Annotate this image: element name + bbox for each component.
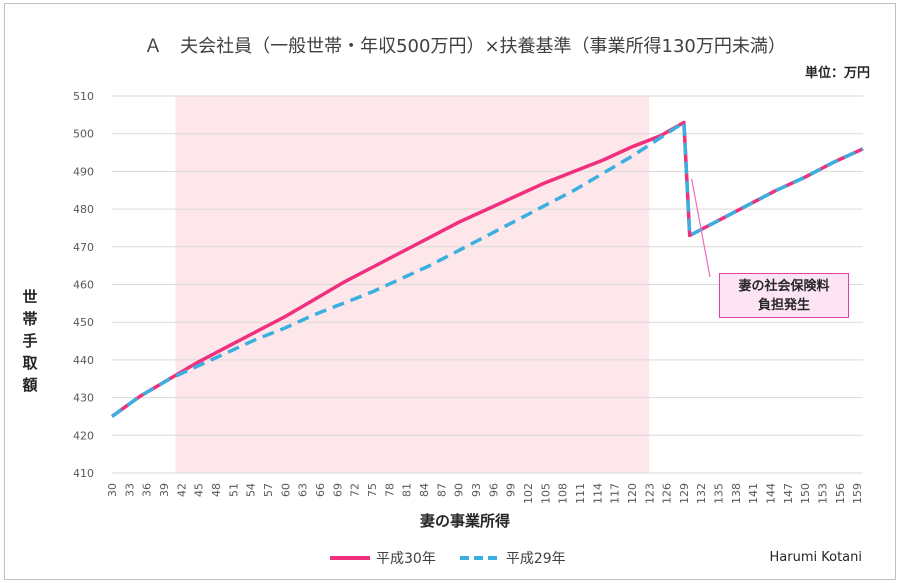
x-tick-label: 129 xyxy=(678,483,691,504)
legend-swatch-h30 xyxy=(330,556,370,560)
x-tick-label: 132 xyxy=(695,483,708,504)
x-tick-label: 156 xyxy=(834,483,847,504)
x-tick-label: 42 xyxy=(175,483,188,497)
x-tick-label: 36 xyxy=(141,483,154,497)
x-tick-label: 78 xyxy=(383,483,396,497)
x-tick-label: 87 xyxy=(435,483,448,497)
y-axis-label-char: 帯 xyxy=(22,310,38,328)
legend-item-h29: 平成29年 xyxy=(459,548,566,568)
x-tick-label: 66 xyxy=(314,483,327,497)
series-line-h29 xyxy=(110,120,864,418)
y-axis-label: 世帯手取額 xyxy=(19,286,41,396)
y-tick-label: 510 xyxy=(73,90,94,103)
x-tick-label: 150 xyxy=(799,483,812,504)
x-tick-label: 126 xyxy=(661,483,674,504)
series-lines xyxy=(110,120,864,418)
y-tick-labels: 410 420 430 440 450 460 470 480 490 500 510 xyxy=(73,90,94,480)
legend-item-h30: 平成30年 xyxy=(330,548,436,568)
y-tick-label: 490 xyxy=(73,165,94,178)
annotation-text-line1: 妻の社会保険料 xyxy=(738,279,830,294)
legend-label-h29: 平成29年 xyxy=(505,551,566,567)
chart-title: Ａ 夫会社員（一般世帯・年収500万円）×扶養基準（事業所得130万円未満） xyxy=(144,36,786,57)
x-tick-label: 138 xyxy=(730,483,743,504)
x-tick-label: 96 xyxy=(487,483,500,497)
annotation-text-line2: 負担発生 xyxy=(757,298,810,313)
y-tick-label: 440 xyxy=(73,354,94,367)
x-tick-label: 120 xyxy=(626,483,639,504)
x-tick-label: 54 xyxy=(245,483,258,497)
x-tick-label: 84 xyxy=(418,483,431,497)
x-tick-label: 39 xyxy=(158,483,171,497)
x-tick-label: 141 xyxy=(747,483,760,504)
x-tick-label: 102 xyxy=(522,483,535,504)
legend: 平成30年 平成29年 xyxy=(330,548,590,568)
y-tick-label: 460 xyxy=(73,279,94,292)
x-tick-label: 75 xyxy=(366,483,379,497)
x-tick-label: 159 xyxy=(851,483,864,504)
x-tick-label: 105 xyxy=(539,483,552,504)
y-tick-label: 500 xyxy=(73,128,94,141)
x-tick-labels: 30 33 36 39 42 45 48 51 54 57 60 63 66 69 72 75 78 81 84 87… xyxy=(106,483,864,504)
x-tick-label: 108 xyxy=(557,483,570,504)
x-tick-label: 135 xyxy=(713,483,726,504)
y-tick-label: 430 xyxy=(73,392,94,405)
x-tick-label: 93 xyxy=(470,483,483,497)
y-tick-label: 410 xyxy=(73,467,94,480)
x-tick-label: 153 xyxy=(817,483,830,504)
x-tick-label: 51 xyxy=(227,483,240,497)
y-tick-label: 450 xyxy=(73,316,94,329)
y-tick-label: 470 xyxy=(73,241,94,254)
x-tick-label: 144 xyxy=(765,483,778,504)
x-tick-label: 81 xyxy=(401,483,414,497)
annotation-pointer xyxy=(691,178,711,278)
unit-label: 単位：万円 xyxy=(804,66,870,81)
x-tick-label: 111 xyxy=(574,483,587,504)
x-tick-label: 63 xyxy=(297,483,310,497)
x-tick-label: 69 xyxy=(331,483,344,497)
y-axis-label-char: 手 xyxy=(22,332,38,350)
x-tick-label: 33 xyxy=(123,483,136,497)
x-tick-label: 117 xyxy=(609,483,622,504)
x-tick-label: 147 xyxy=(782,483,795,504)
annotation-callout: 妻の社会保険料 負担発生 xyxy=(719,273,849,318)
x-tick-label: 123 xyxy=(643,483,656,504)
grid-lines xyxy=(112,95,863,474)
x-tick-label: 90 xyxy=(453,483,466,497)
x-tick-label: 114 xyxy=(591,483,604,504)
x-tick-label: 57 xyxy=(262,483,275,497)
x-tick-label: 30 xyxy=(106,483,119,497)
legend-swatch-h29 xyxy=(459,556,500,560)
credit-text: Harumi Kotani xyxy=(769,550,862,565)
x-tick-label: 48 xyxy=(210,483,223,497)
annotation-leader-line xyxy=(691,178,711,278)
y-tick-label: 480 xyxy=(73,203,94,216)
y-axis-label-char: 取 xyxy=(22,354,38,372)
legend-label-h30: 平成30年 xyxy=(376,551,436,567)
y-tick-label: 420 xyxy=(73,429,94,442)
y-axis-label-char: 世 xyxy=(22,288,38,306)
x-tick-label: 72 xyxy=(349,483,362,497)
x-tick-label: 60 xyxy=(279,483,292,497)
x-axis-label: 妻の事業所得 xyxy=(419,512,510,530)
y-axis-label-char: 額 xyxy=(22,376,38,394)
x-tick-label: 99 xyxy=(505,483,518,497)
x-tick-label: 45 xyxy=(193,483,206,497)
